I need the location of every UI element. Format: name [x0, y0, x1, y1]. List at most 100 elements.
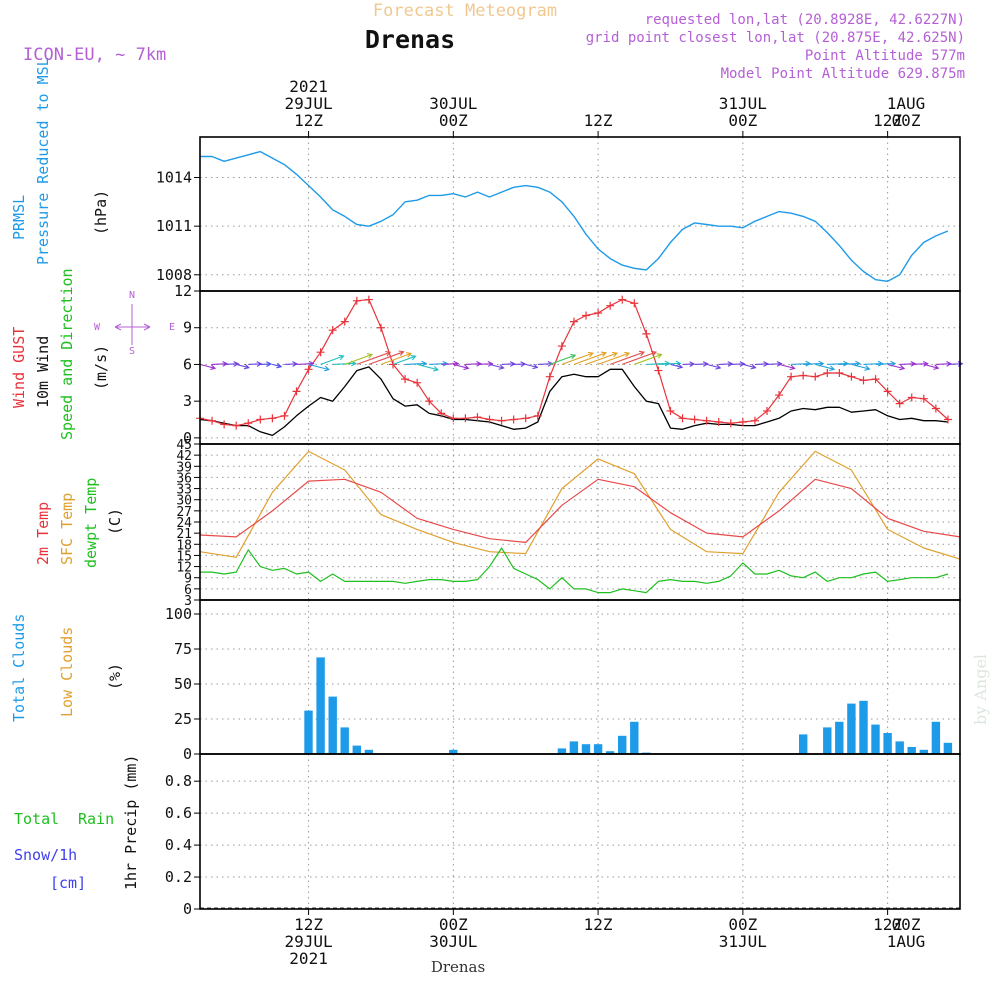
wind-gust-marker	[871, 375, 880, 384]
wind-gust-marker	[280, 411, 289, 420]
wind-gust-marker	[497, 416, 506, 425]
wind-direction-arrow	[827, 360, 849, 367]
clouds-unit: (%)	[106, 663, 124, 690]
wind-direction-arrow	[561, 351, 594, 365]
wind-direction-arrow	[392, 354, 417, 365]
wind-gust-marker	[642, 329, 651, 338]
wind-gust-marker	[811, 372, 820, 381]
y-tick-label: 0	[183, 745, 192, 763]
wind-gust-marker	[352, 296, 361, 305]
y-tick-label: 0.2	[165, 868, 192, 886]
total-clouds-label: Total Clouds	[10, 614, 28, 722]
wind-gust-marker	[666, 406, 675, 415]
wind-direction-arrow	[236, 363, 250, 370]
wind-direction-arrow	[634, 353, 663, 365]
wind-gust-marker	[256, 415, 265, 424]
wind-direction-arrow	[525, 363, 539, 370]
wind-direction-arrow	[658, 360, 682, 367]
y-tick-label: 12	[174, 282, 192, 300]
wind-direction-arrow	[380, 352, 413, 365]
wind-direction-arrow	[416, 363, 440, 372]
compass-e: E	[169, 322, 175, 333]
wind-direction-arrow	[501, 361, 516, 367]
cloud-bar	[618, 735, 627, 754]
y-tick-label: 9	[183, 319, 192, 337]
pressure-unit: (hPa)	[92, 190, 110, 235]
wind-gust-marker	[606, 301, 615, 310]
precip-total-label: Total	[14, 810, 59, 828]
cloud-bar	[943, 742, 953, 754]
wind-direction-arrow	[260, 361, 272, 367]
wind-gust-marker	[521, 414, 530, 423]
bottom-time-label: 00Z	[728, 915, 757, 934]
temp-sfc-label: SFC Temp	[58, 493, 76, 565]
wind-direction-arrow	[212, 361, 229, 367]
cloud-bar	[835, 721, 844, 754]
wind-direction-arrow	[477, 361, 494, 367]
wind-direction-arrow	[935, 361, 953, 367]
y-tick-label: 0.4	[165, 836, 192, 854]
wind-gust-marker	[376, 323, 385, 332]
y-tick-label: 45	[176, 438, 192, 453]
wind-direction-arrow	[308, 363, 330, 372]
wind-gust-marker	[630, 299, 639, 308]
wind-direction-arrow	[513, 361, 527, 367]
panel-frame-wind	[199, 290, 961, 445]
cloud-bar	[352, 745, 361, 754]
y-tick-label: 0	[183, 900, 192, 918]
temp-2m-label: 2m Temp	[34, 502, 52, 565]
y-tick-label: 30	[176, 494, 192, 509]
wind-gust-marker	[304, 365, 313, 374]
cloud-bar	[569, 741, 579, 754]
cloud-bar	[328, 696, 337, 754]
y-tick-label: 18	[176, 538, 192, 553]
wind-gust-marker	[714, 417, 723, 426]
wind-gust-marker	[401, 375, 410, 384]
wind-gust-marker	[268, 414, 277, 423]
wind-direction-arrow	[706, 363, 722, 370]
wind-direction-arrow	[248, 361, 263, 367]
bottom-time-label: 12Z	[873, 915, 902, 934]
wind-direction-arrow	[622, 350, 658, 365]
precip-snow-label: Snow/1h	[14, 846, 77, 864]
wind-gust-marker	[726, 419, 735, 428]
wind-gust-marker	[569, 317, 578, 326]
wind-gust-marker	[943, 415, 952, 424]
wind-gust-marker	[582, 311, 591, 320]
point-altitude: Point Altitude 577m	[805, 48, 965, 64]
wind-gust-marker	[437, 409, 446, 418]
wind-gust-marker	[678, 414, 687, 423]
top-time-label: 2021	[289, 77, 328, 96]
y-tick-label: 24	[176, 516, 192, 531]
meteogram-top-title: Forecast Meteogram	[373, 1, 557, 21]
cloud-bar	[895, 741, 904, 754]
wind-gust-marker	[425, 397, 434, 406]
wind-gust-marker	[799, 371, 808, 380]
y-tick-label: 9	[184, 572, 192, 587]
panel-plots	[196, 150, 964, 909]
wind-gust-marker	[557, 342, 566, 351]
wind-gust-marker	[244, 419, 253, 428]
y-tick-label: 1011	[156, 217, 192, 235]
bottom-time-label: 29JUL	[284, 932, 332, 951]
wind-direction-arrow	[344, 353, 374, 365]
wind-gust-marker	[485, 415, 494, 424]
wind-direction-arrow	[453, 363, 470, 371]
wind-direction-arrow	[646, 360, 671, 367]
wind-direction-arrow	[320, 354, 345, 365]
wind-gust-marker	[907, 393, 916, 402]
y-tick-label: 1014	[156, 169, 192, 187]
model-altitude: Model Point Altitude 629.875m	[721, 66, 965, 82]
precip-rain-label: Rain	[78, 810, 114, 828]
wind-gust-marker	[232, 421, 241, 430]
wind-gust-marker	[775, 391, 784, 400]
wind-gust-marker	[847, 372, 856, 381]
panel-frame-precip	[199, 753, 961, 910]
precip-unit: 1hr Precip (mm)	[122, 755, 140, 890]
wind-direction-arrow	[718, 361, 734, 367]
y-tick-label: 0	[183, 429, 192, 447]
y-tick-label: 0.8	[165, 772, 192, 790]
precip-cm-label: [cm]	[50, 874, 86, 892]
